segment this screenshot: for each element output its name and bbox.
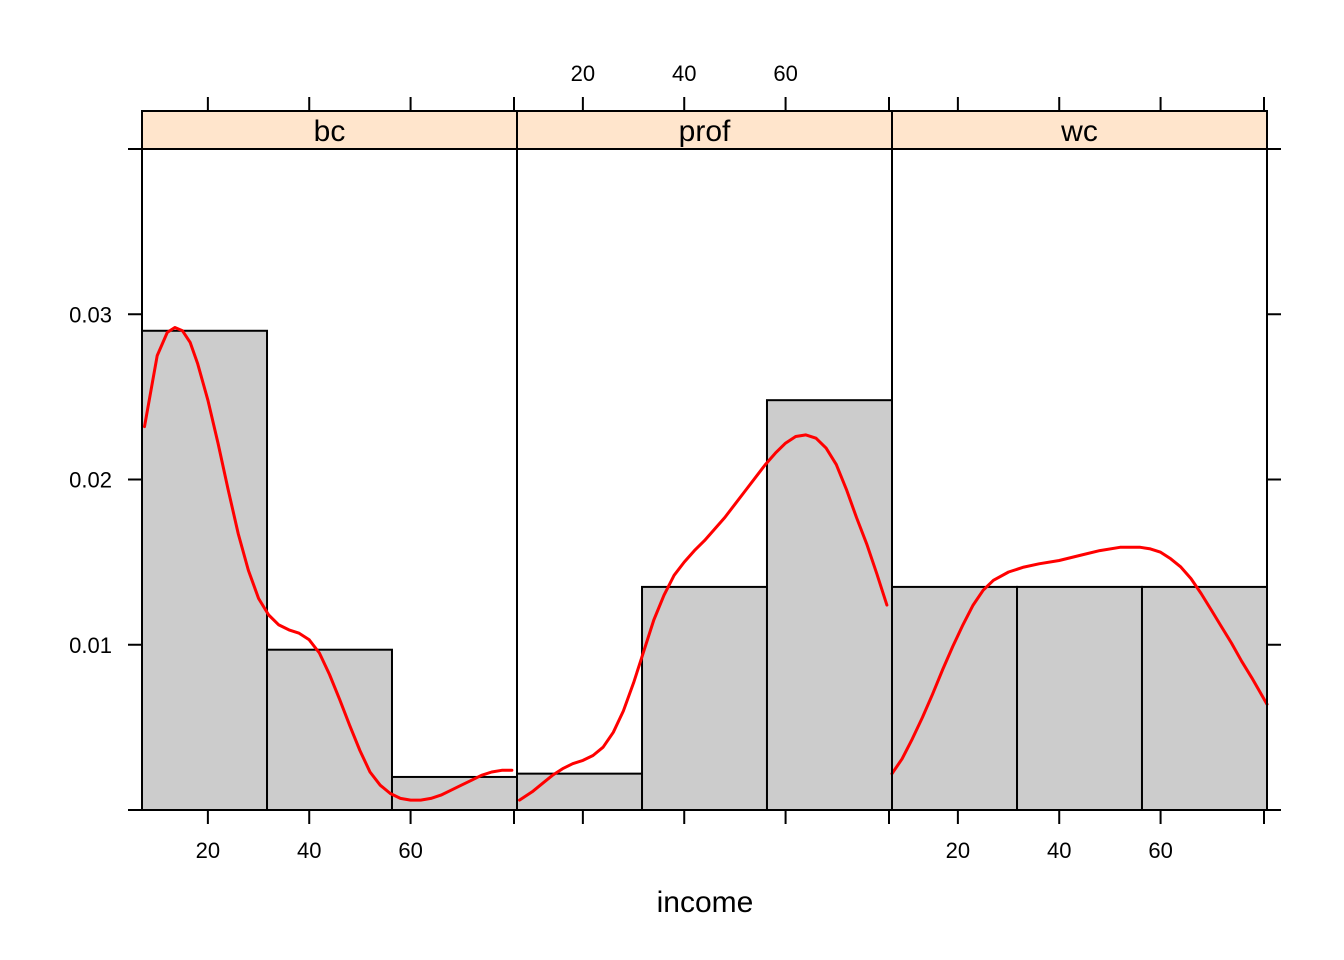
histogram-bar [1140, 585, 1269, 811]
histogram-bar [141, 329, 269, 811]
density-curve-line [890, 545, 1269, 776]
x-tick-label: 20 [571, 61, 595, 86]
strip-label: prof [679, 115, 731, 148]
histogram-bar [765, 399, 893, 811]
strip-wc [891, 110, 1268, 150]
x-tick-label: 60 [773, 61, 797, 86]
x-axis-title: income [657, 886, 754, 919]
x-tick-label: 40 [1047, 838, 1071, 863]
strip-prof [516, 110, 893, 150]
histogram-bar [390, 775, 518, 812]
x-tick-label: 20 [946, 838, 970, 863]
strip-label: bc [314, 115, 346, 148]
strip-label: wc [1060, 115, 1098, 148]
density-curve-line [518, 433, 889, 802]
panels: bc prof wc [141, 110, 1269, 812]
histogram-bar [1016, 585, 1143, 811]
panel-wc: wc [890, 110, 1269, 811]
x-tick-label: 40 [672, 61, 696, 86]
density-curve-line [143, 326, 514, 802]
y-tick-label: 0.02 [69, 468, 112, 493]
panel-prof: prof [516, 110, 893, 812]
x-tick-label: 40 [297, 838, 321, 863]
panel-bc: bc [141, 110, 518, 812]
histogram-bar [641, 585, 768, 811]
x-tick-label: 60 [398, 838, 422, 863]
histogram-bar [891, 585, 1019, 811]
y-tick-label: 0.03 [69, 302, 112, 327]
x-tick-label: 20 [196, 838, 220, 863]
x-tick-label: 60 [1148, 838, 1172, 863]
histogram-bar [516, 772, 644, 812]
y-tick-label: 0.01 [69, 633, 112, 658]
axes: 20 40 60 20 40 60 20 40 60 0.01 0.02 0.03 [69, 61, 1281, 863]
strip-bc [141, 110, 518, 150]
